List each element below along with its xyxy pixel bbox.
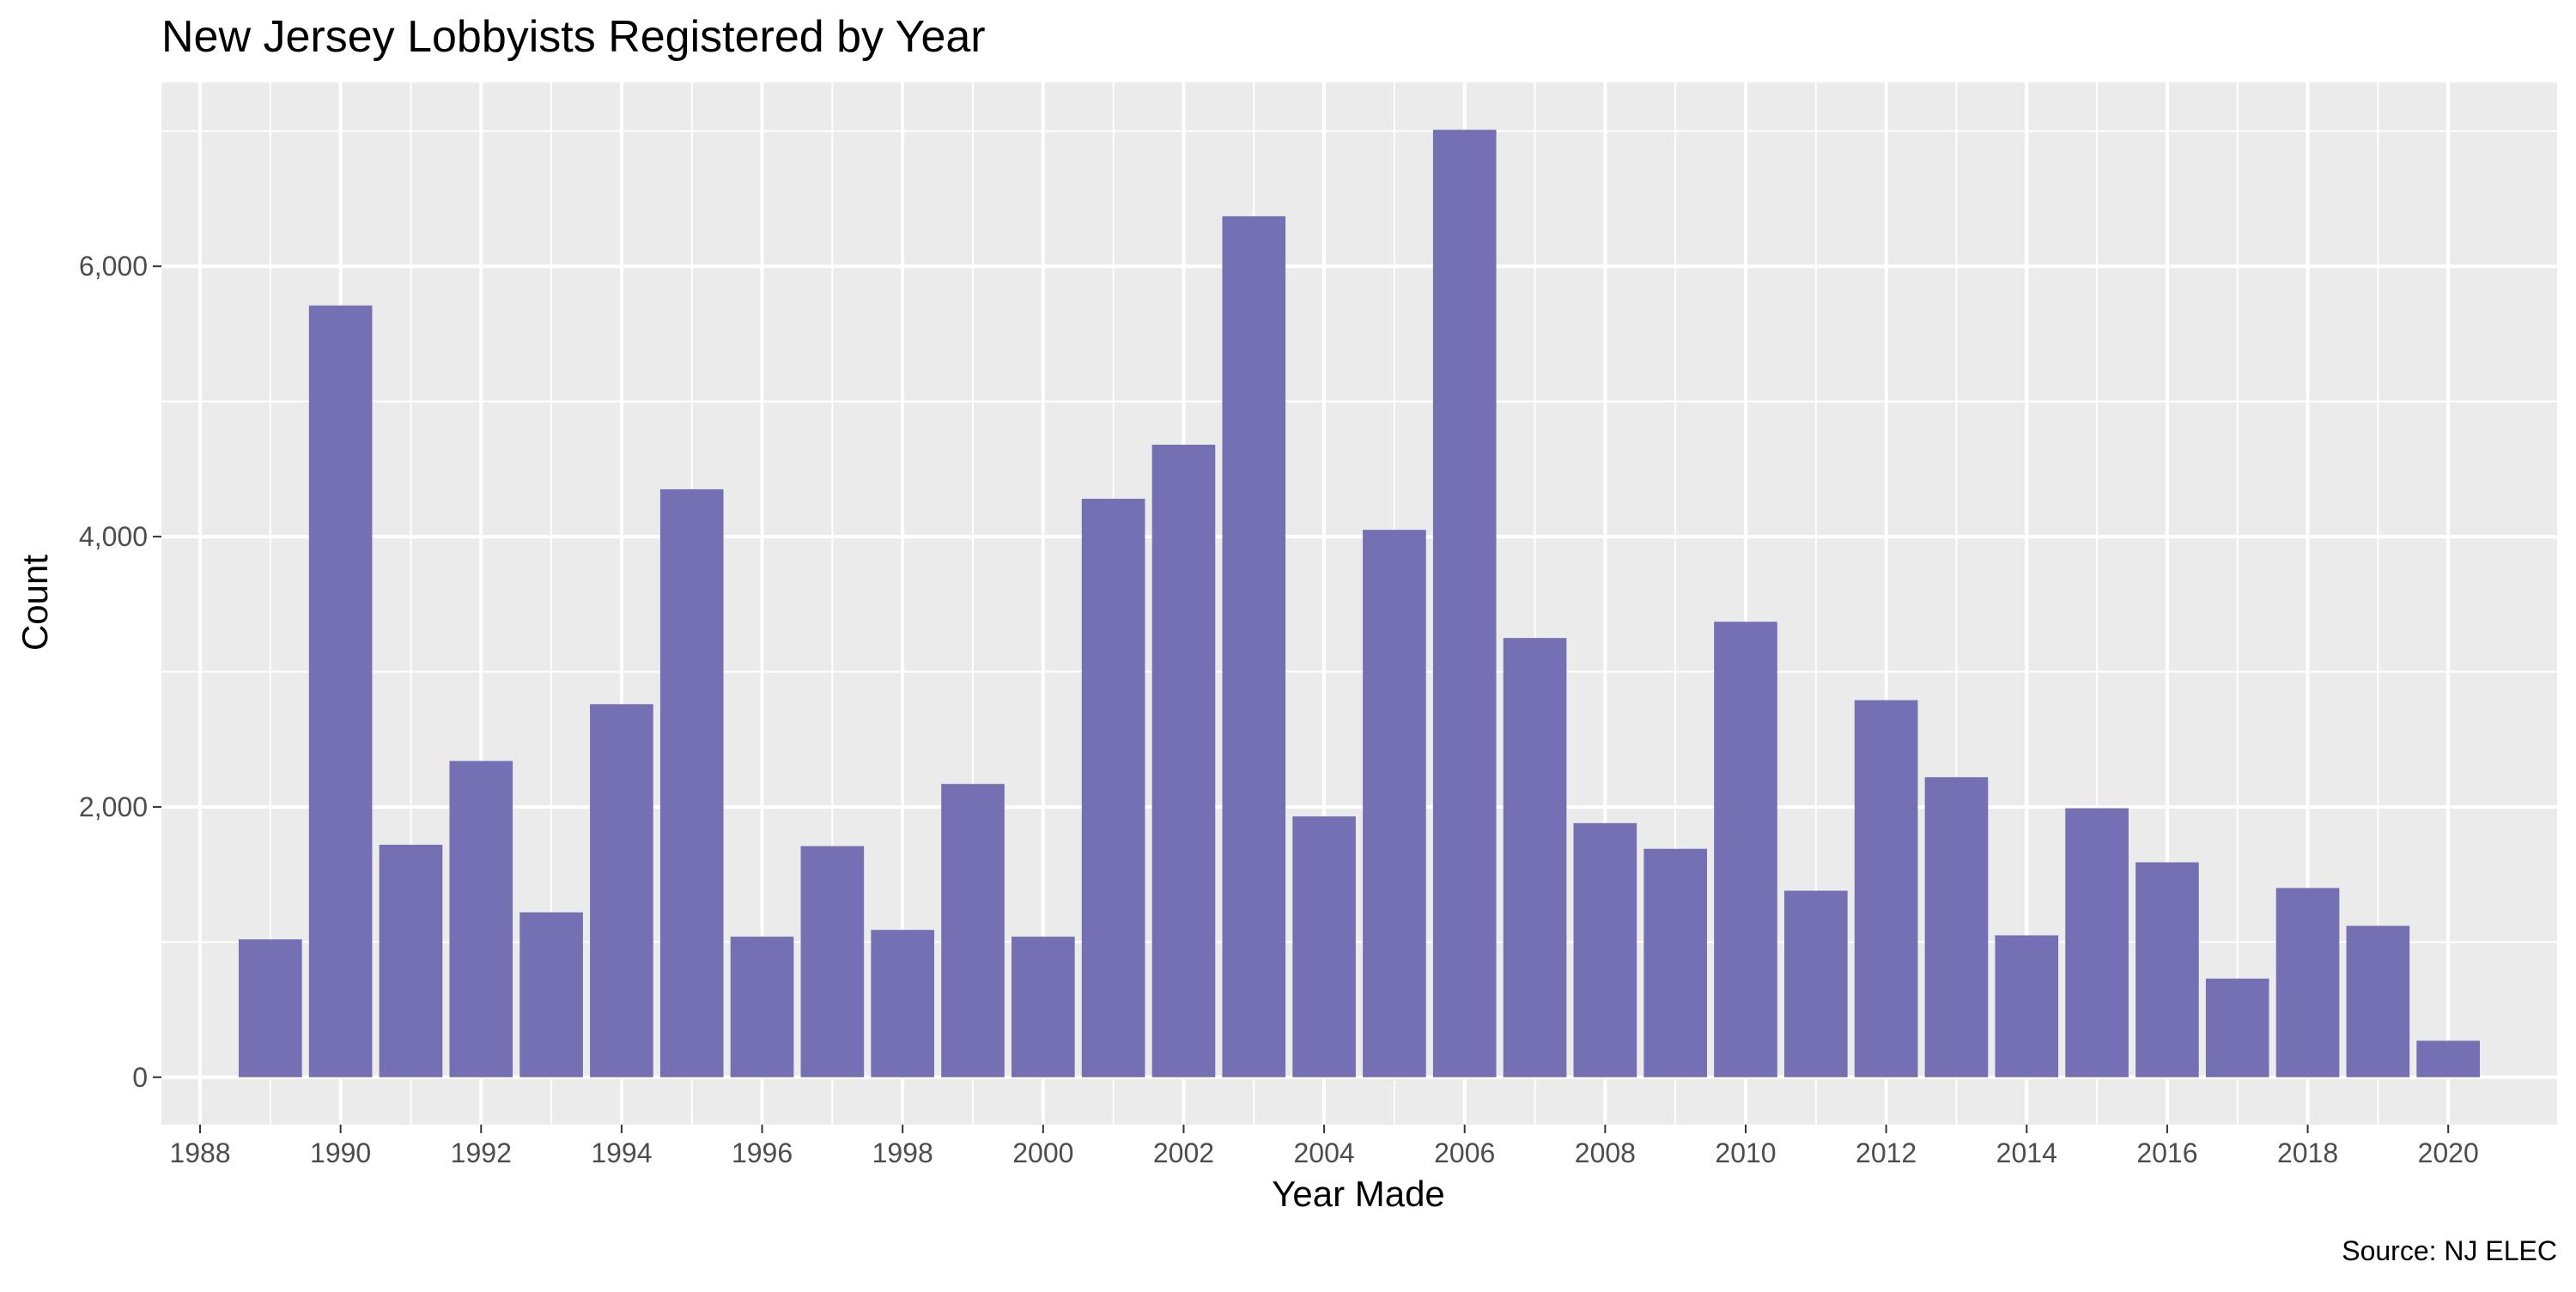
bar-2000 <box>1012 937 1075 1077</box>
bar-2001 <box>1081 498 1145 1077</box>
x-tick-label: 2008 <box>1575 1137 1636 1168</box>
x-tick-label: 2018 <box>2277 1137 2338 1168</box>
bar-2009 <box>1643 848 1707 1077</box>
bar-1997 <box>800 846 865 1077</box>
bar-1991 <box>379 845 443 1077</box>
x-tick-label: 2014 <box>1996 1137 2057 1168</box>
bar-2006 <box>1432 130 1497 1077</box>
x-tick-label: 1992 <box>451 1137 512 1168</box>
y-axis-title: Count <box>15 555 55 651</box>
x-tick-label: 1998 <box>872 1137 933 1168</box>
y-tick-label: 2,000 <box>79 792 148 822</box>
bar-1998 <box>871 930 934 1077</box>
bar-2005 <box>1363 530 1426 1077</box>
bar-1989 <box>239 939 302 1077</box>
bar-2007 <box>1503 638 1567 1077</box>
bar-1992 <box>449 761 513 1077</box>
x-tick-label: 2002 <box>1153 1137 1214 1168</box>
y-tick-label: 4,000 <box>79 521 148 552</box>
x-tick-label: 2006 <box>1434 1137 1495 1168</box>
x-axis-title: Year Made <box>1272 1174 1445 1214</box>
x-tick-label: 2016 <box>2136 1137 2197 1168</box>
x-tick-label: 2004 <box>1293 1137 1354 1168</box>
bar-1999 <box>941 784 1005 1077</box>
x-tick-label: 1988 <box>169 1137 230 1168</box>
x-tick-label: 1994 <box>591 1137 652 1168</box>
bar-2015 <box>2065 808 2129 1077</box>
y-axis: 0 2,000 4,000 6,000 <box>79 251 161 1093</box>
bar-2019 <box>2346 925 2410 1077</box>
bar-2003 <box>1222 215 1286 1077</box>
bar-2002 <box>1151 445 1216 1077</box>
bar-2017 <box>2205 978 2269 1077</box>
chart-caption: Source: NJ ELEC <box>2342 1235 2557 1266</box>
bar-2018 <box>2275 888 2340 1077</box>
x-tick-label: 1996 <box>732 1137 793 1168</box>
bar-1993 <box>519 912 583 1077</box>
x-tick-label: 2020 <box>2418 1137 2479 1168</box>
bar-2020 <box>2416 1040 2480 1077</box>
x-tick-label: 2012 <box>1856 1137 1917 1168</box>
x-axis: 1988 1990 1992 1994 1996 1998 2000 2002 2004 2006… <box>169 1125 2479 1168</box>
y-tick-label: 0 <box>132 1062 148 1093</box>
bar-2011 <box>1784 890 1848 1077</box>
bar-2014 <box>1995 935 2059 1077</box>
x-tick-label: 2010 <box>1715 1137 1776 1168</box>
bar-1996 <box>730 937 794 1077</box>
bar-1994 <box>590 704 653 1077</box>
bar-2016 <box>2136 862 2199 1077</box>
y-tick-label: 6,000 <box>79 251 148 282</box>
bar-2008 <box>1573 822 1637 1077</box>
x-tick-label: 1990 <box>310 1137 371 1168</box>
bar-2004 <box>1292 816 1356 1077</box>
bar-2012 <box>1854 700 1918 1077</box>
bar-1995 <box>659 488 724 1077</box>
chart-title: New Jersey Lobbyists Registered by Year <box>161 12 986 62</box>
x-tick-label: 2000 <box>1012 1137 1073 1168</box>
bar-1990 <box>308 305 373 1077</box>
bars <box>239 130 2480 1077</box>
bar-2013 <box>1924 777 1989 1077</box>
bar-2010 <box>1714 622 1777 1077</box>
